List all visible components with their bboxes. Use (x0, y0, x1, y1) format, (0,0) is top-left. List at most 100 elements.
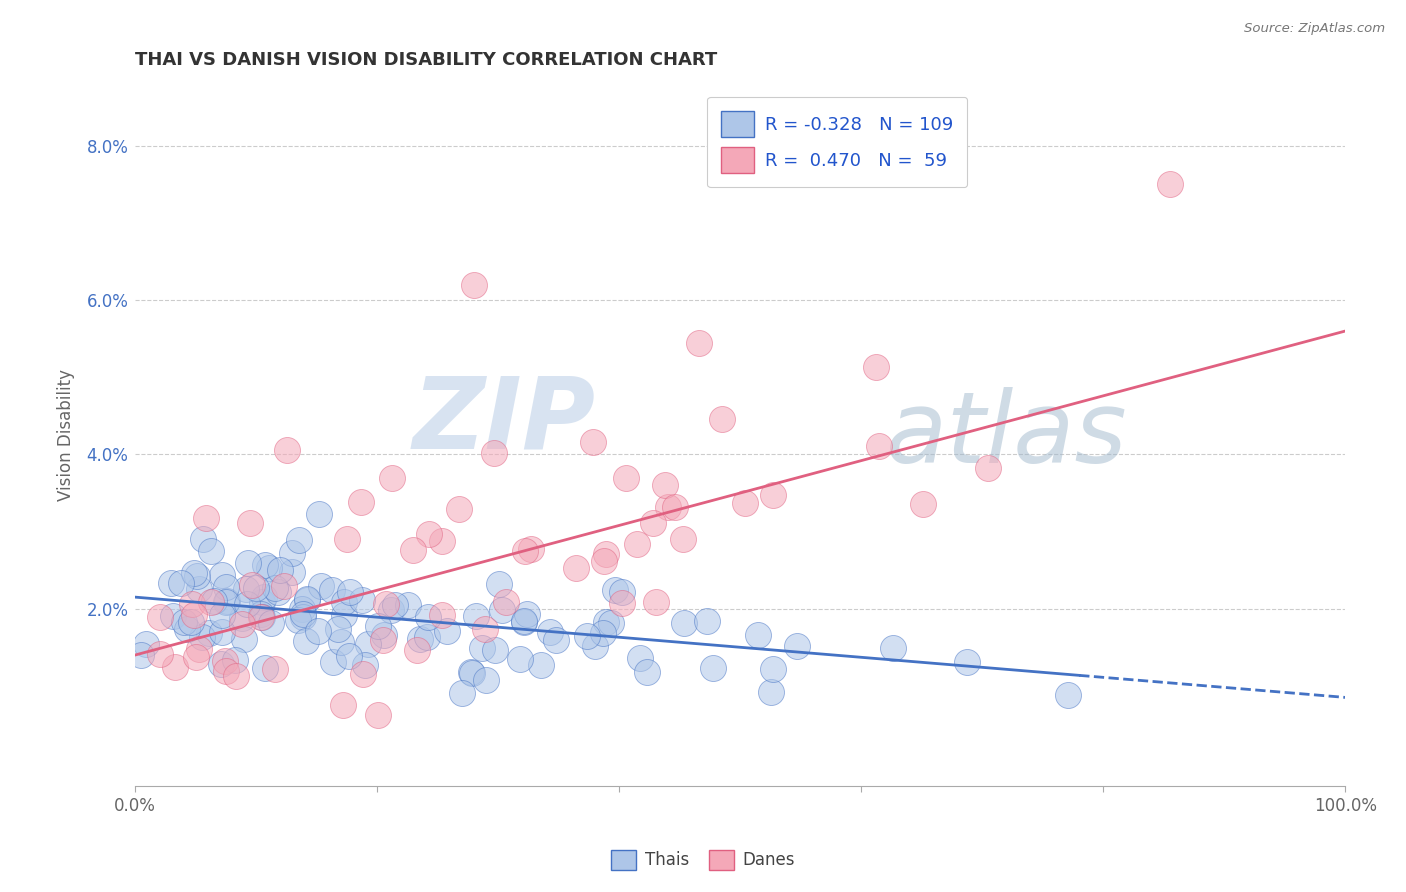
Point (449, 502, 471, 516)
Point (287, 614, 309, 628)
Point (582, 435, 605, 450)
Point (339, 585, 361, 599)
Point (215, 664, 238, 678)
Point (160, 575, 183, 590)
Point (636, 665, 658, 680)
Point (188, 582, 211, 596)
Point (1056, 688, 1078, 702)
Point (259, 561, 281, 575)
Point (381, 471, 404, 485)
Point (460, 665, 482, 680)
Point (384, 598, 406, 612)
Point (696, 615, 718, 629)
Point (538, 624, 561, 639)
Point (333, 608, 356, 623)
Point (672, 533, 695, 547)
Point (281, 545, 304, 559)
Point (513, 615, 536, 629)
Point (761, 685, 783, 699)
Point (328, 623, 350, 637)
Point (254, 661, 277, 675)
Point (583, 640, 606, 654)
Point (183, 607, 205, 622)
Point (645, 595, 668, 609)
Point (357, 637, 380, 651)
Point (977, 461, 1000, 475)
Legend: R = -0.328   N = 109, R =  0.470   N =  59: R = -0.328 N = 109, R = 0.470 N = 59 (707, 96, 967, 187)
Point (367, 619, 389, 633)
Point (495, 595, 517, 609)
Point (173, 615, 195, 630)
Point (191, 532, 214, 546)
Point (276, 442, 298, 457)
Point (235, 582, 257, 596)
Point (295, 634, 318, 648)
Point (710, 411, 733, 425)
Point (592, 553, 614, 567)
Point (491, 603, 513, 617)
Point (416, 610, 439, 624)
Point (565, 561, 588, 575)
Point (231, 611, 253, 625)
Point (374, 597, 396, 611)
Point (643, 516, 665, 530)
Point (956, 656, 979, 670)
Point (322, 656, 344, 670)
Point (436, 624, 458, 639)
Text: ZIP: ZIP (412, 373, 595, 469)
Point (418, 527, 440, 541)
Text: THAI VS DANISH VISION DISABILITY CORRELATION CHART: THAI VS DANISH VISION DISABILITY CORRELA… (135, 51, 717, 69)
Point (488, 576, 510, 591)
Text: Source: ZipAtlas.com: Source: ZipAtlas.com (1244, 22, 1385, 36)
Point (184, 650, 207, 665)
Point (371, 632, 394, 647)
Point (297, 593, 319, 607)
Point (211, 607, 233, 622)
Point (253, 591, 276, 605)
Point (367, 707, 389, 722)
Point (626, 537, 648, 551)
Point (673, 616, 696, 631)
Point (409, 632, 432, 647)
Point (200, 543, 222, 558)
Point (350, 495, 373, 509)
Point (463, 277, 485, 292)
Point (215, 580, 238, 594)
Point (209, 657, 232, 672)
Point (250, 594, 273, 608)
Point (415, 630, 437, 644)
Point (747, 628, 769, 642)
Point (1159, 178, 1181, 192)
Point (267, 585, 290, 599)
Point (281, 565, 304, 579)
Point (198, 626, 221, 640)
Point (614, 471, 637, 485)
Point (336, 533, 359, 547)
Point (430, 534, 453, 549)
Point (430, 607, 453, 622)
Point (595, 615, 617, 629)
Point (169, 576, 191, 591)
Point (135, 637, 157, 651)
Point (406, 643, 429, 657)
Point (592, 625, 614, 640)
Point (516, 607, 538, 621)
Point (176, 623, 198, 637)
Point (380, 603, 402, 617)
Point (149, 647, 172, 661)
Point (610, 596, 633, 610)
Point (238, 556, 260, 570)
Point (200, 595, 222, 609)
Point (269, 563, 291, 577)
Point (337, 649, 360, 664)
Text: atlas: atlas (886, 386, 1128, 483)
Point (211, 567, 233, 582)
Point (402, 542, 425, 557)
Point (162, 609, 184, 624)
Point (329, 635, 352, 649)
Point (180, 597, 202, 611)
Point (484, 446, 506, 460)
Point (149, 609, 172, 624)
Point (762, 488, 785, 502)
Point (250, 607, 273, 622)
